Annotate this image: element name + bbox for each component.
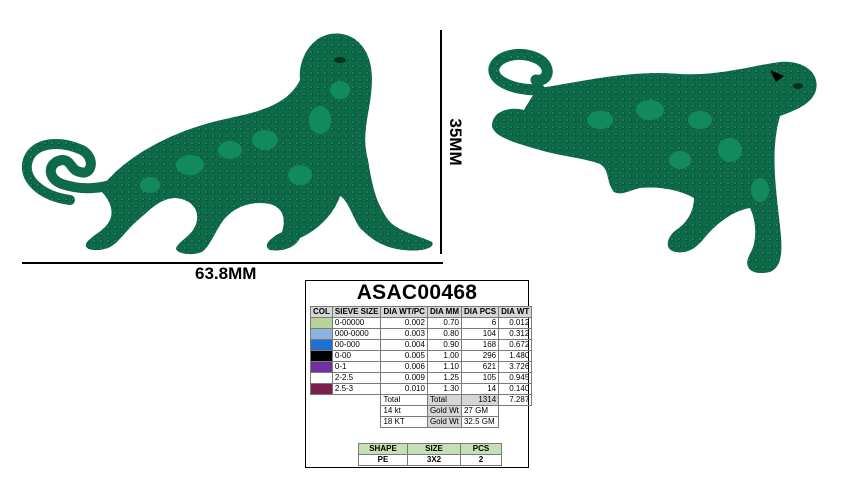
panther-side-view-render: [21, 33, 433, 255]
sieve-size-cell: 0-00000: [331, 317, 382, 329]
gold-label: Gold Wt: [426, 405, 462, 417]
color-swatch: [310, 383, 333, 395]
dia-wt-cell: 0.140: [498, 383, 533, 395]
sieve-size-cell: 2.5-3: [331, 383, 382, 395]
sieve-size-cell: 0-1: [331, 361, 382, 373]
color-swatch: [310, 372, 333, 384]
stone-row: 0-00 0.005 1.00 296 1.480: [310, 350, 533, 362]
shape-table-header-row: SHAPE SIZE PCS: [358, 443, 502, 455]
color-swatch: [310, 350, 333, 362]
stone-row: 2.5-3 0.010 1.30 14 0.140: [310, 383, 533, 395]
header-dia-pcs: DIA PCS: [460, 306, 500, 318]
panther-body-shape-perspective: [488, 48, 817, 274]
length-dimension-label: 63.8MM: [195, 264, 257, 283]
color-swatch: [310, 339, 333, 351]
dia-pcs-cell: 296: [460, 350, 500, 362]
sieve-size-cell: 2-2.5: [331, 372, 382, 384]
header-shape: SHAPE: [358, 443, 408, 455]
total-row: Total Total 1314 7.287: [311, 394, 533, 406]
stone-row: 00-000 0.004 0.90 168 0.672: [310, 339, 533, 351]
dia-wt-cell: 1.480: [498, 350, 533, 362]
color-swatch: [310, 361, 333, 373]
gold-value: 32.5 GM: [460, 416, 500, 428]
header-dia-wt-pc: DIA WT/PC: [380, 306, 428, 318]
dia-wt-pc-cell: 0.005: [380, 350, 428, 362]
dia-mm-cell: 1.10: [426, 361, 462, 373]
height-dimension-line: [440, 30, 442, 254]
dia-pcs-cell: 621: [460, 361, 500, 373]
stone-row: 2-2.5 0.009 1.25 105 0.945: [310, 372, 533, 384]
stone-details-table: COL SIEVE SIZE DIA WT/PC DIA MM DIA PCS …: [310, 306, 533, 428]
header-dia-mm: DIA MM: [426, 306, 462, 318]
header-sieve-size: SIEVE SIZE: [331, 306, 382, 318]
gold-row-18kt: 18 KT Gold Wt 32.5 GM: [311, 416, 532, 428]
gold-karat: 14 kt: [380, 405, 428, 417]
color-swatch: [310, 328, 333, 340]
panther-perspective-view-render: [488, 48, 817, 274]
dia-pcs-cell: 104: [460, 328, 500, 340]
dia-pcs-cell: 14: [460, 383, 500, 395]
gold-karat: 18 KT: [380, 416, 428, 428]
dia-mm-cell: 0.90: [426, 339, 462, 351]
sieve-size-cell: 0-00: [331, 350, 382, 362]
dia-mm-cell: 0.80: [426, 328, 462, 340]
pcs-value: 2: [460, 454, 502, 466]
shape-table-row: PE 3X2 2: [358, 454, 502, 466]
header-col: COL: [310, 306, 333, 318]
total-pcs: 1314: [460, 394, 500, 406]
product-code: ASAC00468: [356, 281, 478, 304]
gold-row-14kt: 14 kt Gold Wt 27 GM: [311, 405, 532, 417]
gold-value: 27 GM: [460, 405, 500, 417]
dia-pcs-cell: 105: [460, 372, 500, 384]
dia-wt-cell: 0.012: [498, 317, 533, 329]
dia-wt-pc-cell: 0.010: [380, 383, 428, 395]
dia-mm-cell: 1.25: [426, 372, 462, 384]
dia-mm-cell: 1.00: [426, 350, 462, 362]
dia-mm-cell: 1.30: [426, 383, 462, 395]
dia-wt-pc-cell: 0.003: [380, 328, 428, 340]
header-dia-wt: DIA WT: [498, 306, 533, 318]
stone-row: 0-00000 0.002 0.70 6 0.012: [310, 317, 533, 329]
gold-label: Gold Wt: [426, 416, 462, 428]
panther-body-shape: [21, 33, 433, 255]
height-dimension-label: 35MM: [446, 118, 465, 166]
stone-table-header-row: COL SIEVE SIZE DIA WT/PC DIA MM DIA PCS …: [310, 306, 533, 318]
color-swatch: [310, 317, 333, 329]
sieve-size-cell: 000-0000: [331, 328, 382, 340]
dia-pcs-cell: 168: [460, 339, 500, 351]
total-label-left: Total: [380, 394, 428, 406]
shape-table: SHAPE SIZE PCS PE 3X2 2: [358, 443, 502, 466]
header-pcs: PCS: [460, 443, 502, 455]
total-wt: 7.287: [498, 394, 533, 406]
stone-row: 000-0000 0.003 0.80 104 0.312: [310, 328, 533, 340]
header-size: SIZE: [407, 443, 461, 455]
sieve-size-cell: 00-000: [331, 339, 382, 351]
dia-wt-pc-cell: 0.009: [380, 372, 428, 384]
shape-value: PE: [358, 454, 408, 466]
dia-wt-pc-cell: 0.004: [380, 339, 428, 351]
dia-wt-cell: 0.945: [498, 372, 533, 384]
dia-wt-pc-cell: 0.006: [380, 361, 428, 373]
specification-card: ASAC00468 COL SIEVE SIZE DIA WT/PC DIA M…: [305, 280, 533, 468]
dia-wt-pc-cell: 0.002: [380, 317, 428, 329]
dia-wt-cell: 3.726: [498, 361, 533, 373]
dia-wt-cell: 0.312: [498, 328, 533, 340]
size-value: 3X2: [407, 454, 461, 466]
total-label-right: Total: [426, 394, 462, 406]
dia-pcs-cell: 6: [460, 317, 500, 329]
dia-mm-cell: 0.70: [426, 317, 462, 329]
dia-wt-cell: 0.672: [498, 339, 533, 351]
stone-row: 0-1 0.006 1.10 621 3.726: [310, 361, 533, 373]
length-dimension-line: [22, 262, 443, 264]
